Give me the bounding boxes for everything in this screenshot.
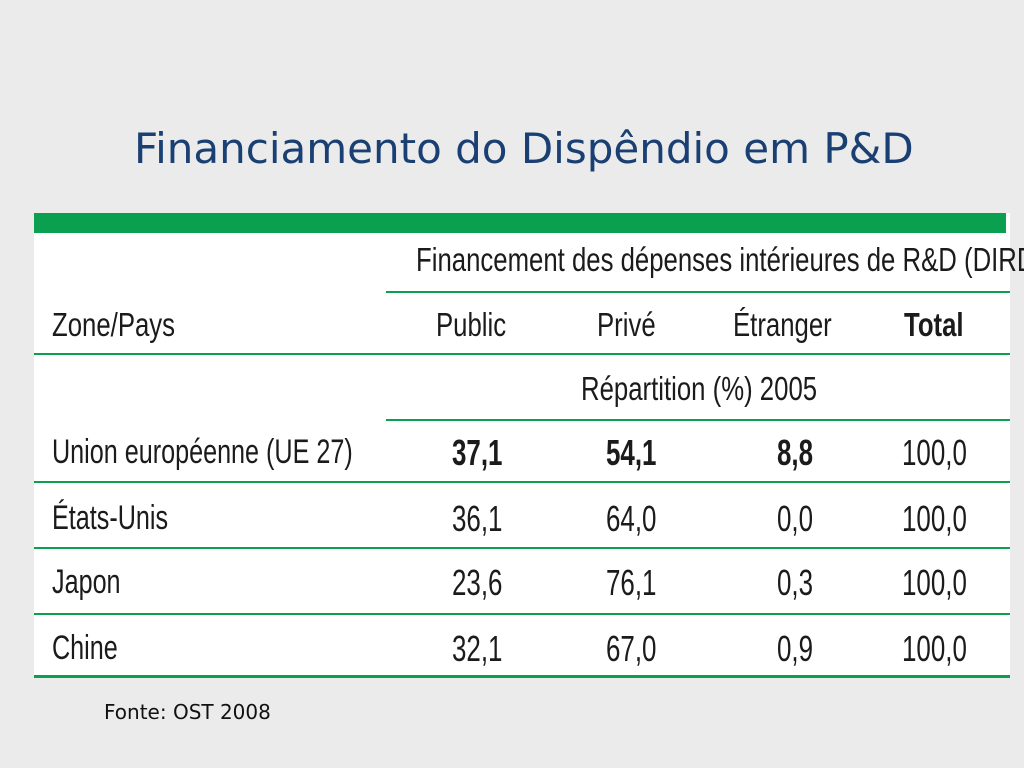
- cell-etats-unis-public: 36,1: [452, 498, 503, 539]
- cell-chine-total: 100,0: [902, 628, 967, 669]
- cell-ue27-etranger: 8,8: [777, 432, 814, 473]
- cell-chine-public: 32,1: [452, 628, 503, 669]
- divider-subheader: [386, 419, 1010, 421]
- divider-header: [34, 353, 1010, 355]
- divider-row-1: [34, 481, 1010, 483]
- cell-ue27-public: 37,1: [452, 432, 503, 473]
- slide-title: Financiamento do Dispêndio em P&D: [134, 124, 914, 173]
- row-label-ue27: Union européenne (UE 27): [52, 433, 353, 471]
- row-label-japon: Japon: [52, 563, 121, 601]
- column-header-etranger: Étranger: [733, 306, 832, 343]
- zone-header: Zone/Pays: [52, 306, 176, 343]
- table-top-bar: [34, 213, 1006, 233]
- cell-japon-etranger: 0,3: [777, 562, 814, 603]
- table-group-header: Financement des dépenses intérieures de …: [416, 241, 1024, 278]
- divider-row-2: [34, 547, 1010, 549]
- cell-japon-total: 100,0: [902, 562, 967, 603]
- column-header-prive: Privé: [597, 306, 656, 343]
- cell-etats-unis-prive: 64,0: [606, 498, 657, 539]
- dird-table: Financement des dépenses intérieures de …: [34, 213, 1024, 678]
- column-header-total: Total: [904, 306, 964, 343]
- source-note: Fonte: OST 2008: [104, 700, 271, 724]
- row-label-chine: Chine: [52, 629, 118, 667]
- row-label-etats-unis: États-Unis: [52, 499, 169, 537]
- divider-row-3: [34, 613, 1010, 615]
- cell-etats-unis-total: 100,0: [902, 498, 967, 539]
- divider-bottom: [34, 675, 1010, 678]
- cell-japon-prive: 76,1: [606, 562, 657, 603]
- cell-ue27-prive: 54,1: [606, 432, 657, 473]
- cell-ue27-total: 100,0: [902, 432, 967, 473]
- cell-japon-public: 23,6: [452, 562, 503, 603]
- table-subheader: Répartition (%) 2005: [581, 370, 818, 407]
- divider-group: [386, 291, 1010, 293]
- cell-chine-etranger: 0,9: [777, 628, 814, 669]
- column-header-public: Public: [436, 306, 507, 343]
- cell-etats-unis-etranger: 0,0: [777, 498, 814, 539]
- cell-chine-prive: 67,0: [606, 628, 657, 669]
